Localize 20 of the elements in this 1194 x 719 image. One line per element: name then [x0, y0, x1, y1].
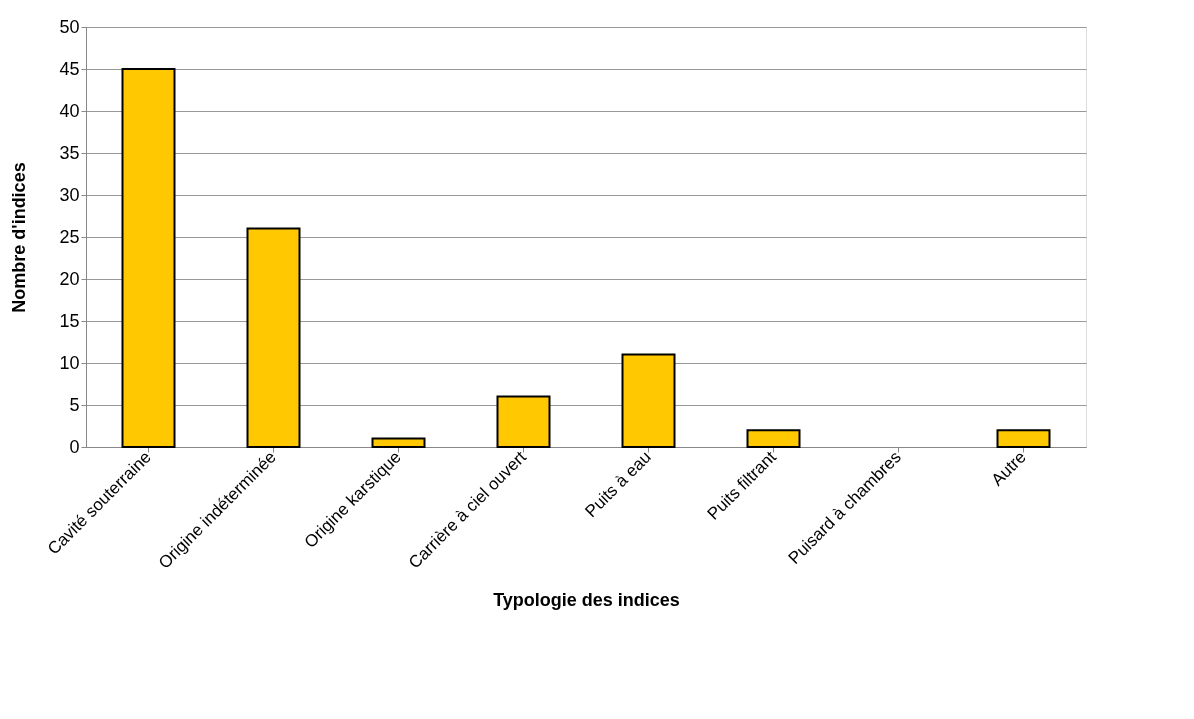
y-tick-label: 0 — [69, 436, 80, 457]
y-axis-title: Nombre d'indices — [9, 162, 30, 313]
y-tick-label: 40 — [59, 100, 80, 121]
bar — [371, 437, 426, 448]
y-tick-label: 35 — [59, 142, 80, 163]
bar — [996, 429, 1051, 448]
y-tick-label: 50 — [59, 16, 80, 37]
y-tick-label: 5 — [69, 394, 80, 415]
y-tick-label: 45 — [59, 58, 80, 79]
bar — [746, 429, 801, 448]
y-tick-label: 10 — [59, 352, 80, 373]
bar — [121, 68, 176, 448]
y-tick-label: 15 — [59, 310, 80, 331]
bar — [621, 353, 676, 448]
y-tick-label: 20 — [59, 268, 80, 289]
bar — [246, 227, 301, 448]
bar — [496, 395, 551, 448]
x-axis-title: Typologie des indices — [493, 589, 680, 610]
y-tick-label: 30 — [59, 184, 80, 205]
y-tick-label: 25 — [59, 226, 80, 247]
